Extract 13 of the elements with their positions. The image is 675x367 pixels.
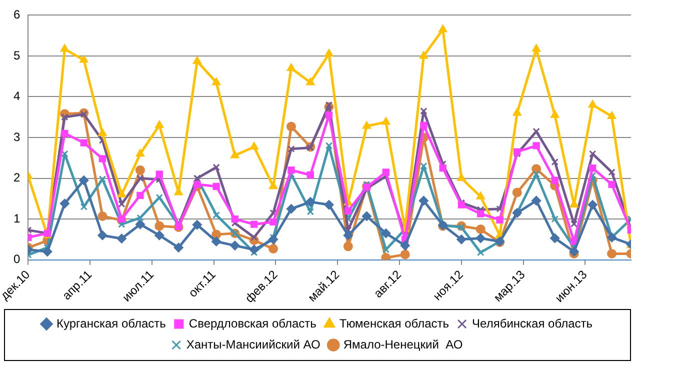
y-tick-label: 5 <box>13 48 20 62</box>
y-tick-label: 1 <box>13 211 20 226</box>
legend-label: Ямало-Ненецкий АО <box>343 337 463 352</box>
y-tick-label: 0 <box>13 252 20 266</box>
legend-label: Челябинская область <box>472 316 592 330</box>
y-tick-label: 4 <box>13 89 20 104</box>
legend-label: Тюменская область <box>339 316 450 330</box>
legend-label: Курганская область <box>56 316 166 330</box>
y-tick-label: 6 <box>13 8 20 22</box>
y-tick-label: 3 <box>13 130 20 144</box>
y-tick-label: 2 <box>13 170 20 185</box>
legend-label: Ханты-Мансиийский АО <box>186 337 320 352</box>
legend-label: Свердловская область <box>188 316 316 330</box>
